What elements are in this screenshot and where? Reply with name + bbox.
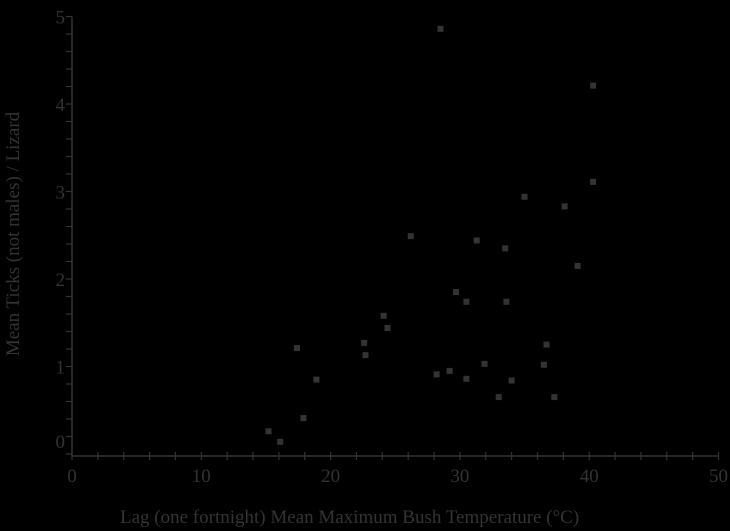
x-tick-label: 40 [580,466,599,487]
y-tick-label: 5 [56,8,66,29]
data-point [495,394,502,401]
axes: 0 10 20 30 40 50 0 1 2 3 4 5 [56,8,729,488]
data-point [437,25,444,32]
y-tick-label: 3 [56,183,66,204]
data-point [561,203,568,210]
data-point [313,376,320,383]
y-tick-label: 2 [56,270,66,291]
data-point [453,289,459,296]
data-point [543,341,550,348]
data-point [362,352,369,359]
data-point [463,375,470,382]
data-point [433,371,440,378]
data-point [463,298,470,305]
y-tick-label: 0 [56,432,66,453]
data-point [294,345,300,352]
data-point [481,360,488,367]
data-point [574,262,581,269]
data-point [380,312,387,319]
data-point [590,82,597,89]
data-point [540,361,547,368]
data-point [446,367,453,374]
data-point [361,339,368,346]
data-point [508,377,515,384]
x-axis-title: Lag (one fortnight) Mean Maximum Bush Te… [120,507,580,528]
data-point [521,193,528,200]
data-point [473,237,480,244]
data-points [265,25,597,445]
data-point [551,394,558,401]
y-tick-label: 1 [56,358,66,379]
x-tick-label: 10 [192,466,211,487]
data-point [277,438,284,445]
data-point [265,428,272,435]
data-point [384,325,391,331]
x-tick-label: 30 [450,466,469,487]
data-point [503,298,510,305]
y-tick-label: 4 [56,95,66,116]
data-point [300,415,307,422]
x-tick-label: 0 [67,466,77,487]
data-point [407,233,414,240]
data-point [590,178,597,185]
x-tick-label: 50 [709,466,728,487]
y-axis-title: Mean Ticks (not males) / Lizard [3,111,24,357]
x-tick-label: 20 [321,466,340,487]
data-point [502,245,509,252]
